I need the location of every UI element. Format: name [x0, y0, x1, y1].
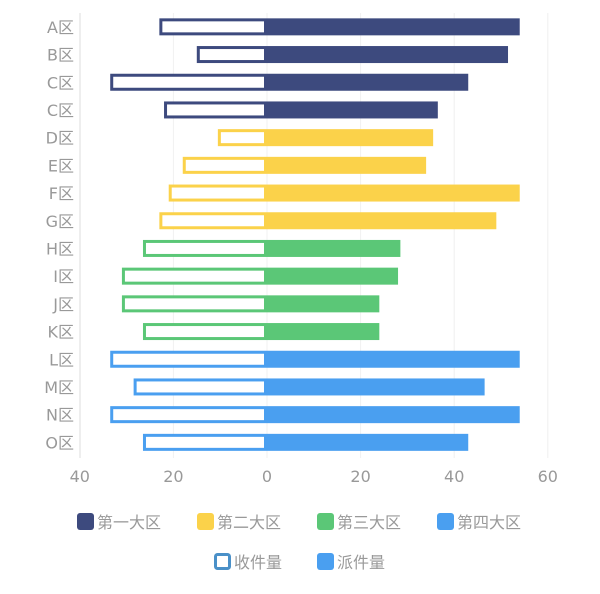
bar-paijian: [267, 129, 434, 147]
legend-label: 第一大区: [97, 513, 161, 532]
category-label: C区: [47, 101, 74, 120]
bar-shoujian: [110, 350, 267, 368]
bar-shoujian: [142, 433, 267, 451]
category-label: G区: [46, 212, 74, 231]
category-label: C区: [47, 73, 74, 92]
bar-shoujian: [110, 73, 267, 91]
bar-paijian: [267, 295, 380, 313]
bar-paijian: [267, 378, 485, 396]
legend-label: 收件量: [234, 553, 282, 572]
x-tick-label: 40: [444, 467, 464, 486]
category-label: M区: [44, 378, 74, 397]
bar-shoujian: [142, 239, 267, 257]
category-label: I区: [53, 267, 74, 286]
x-tick-label: 20: [163, 467, 183, 486]
bar-paijian: [267, 267, 399, 285]
legend-swatch-filled: [317, 553, 334, 570]
bar-paijian: [267, 406, 520, 424]
bar-paijian: [267, 212, 497, 230]
category-label: H区: [46, 239, 74, 258]
bar-paijian: [267, 101, 438, 119]
category-label: L区: [49, 350, 74, 369]
legend-label: 派件量: [337, 553, 385, 572]
bar-paijian: [267, 46, 509, 64]
category-label: O区: [45, 433, 74, 452]
x-tick-label: 40: [70, 467, 90, 486]
bar-paijian: [267, 433, 469, 451]
x-tick-label: 20: [350, 467, 370, 486]
legend-swatch-outline: [214, 553, 231, 570]
bar-shoujian: [133, 378, 267, 396]
legend-swatch: [77, 513, 94, 530]
bar-paijian: [267, 350, 520, 368]
category-label: D区: [46, 129, 74, 148]
legend-swatch: [437, 513, 454, 530]
category-label: B区: [47, 46, 74, 65]
bar-shoujian: [121, 295, 267, 313]
bar-paijian: [267, 73, 469, 91]
category-label: A区: [47, 18, 74, 37]
x-tick-label: 60: [538, 467, 558, 486]
bar-shoujian: [110, 406, 267, 424]
legend-swatch: [197, 513, 214, 530]
bar-shoujian: [159, 18, 267, 36]
bar-paijian: [267, 323, 380, 341]
bar-shoujian: [168, 184, 267, 202]
bar-shoujian: [164, 101, 267, 119]
category-label: K区: [48, 323, 75, 342]
category-label: J区: [52, 295, 74, 314]
bar-shoujian: [196, 46, 267, 64]
legend-label: 第四大区: [457, 513, 521, 532]
bar-paijian: [267, 156, 427, 174]
bar-shoujian: [159, 212, 267, 230]
bar-paijian: [267, 18, 520, 36]
legend-label: 第三大区: [337, 513, 401, 532]
bar-shoujian: [182, 156, 267, 174]
bar-shoujian: [121, 267, 267, 285]
category-label: E区: [48, 156, 74, 175]
category-label: F区: [49, 184, 74, 203]
legend-swatch: [317, 513, 334, 530]
category-label: N区: [46, 406, 74, 425]
x-tick-label: 0: [262, 467, 272, 486]
bar-paijian: [267, 184, 520, 202]
legend-label: 第二大区: [217, 513, 281, 532]
bar-shoujian: [142, 323, 267, 341]
bar-shoujian: [217, 129, 267, 147]
bar-paijian: [267, 239, 401, 257]
